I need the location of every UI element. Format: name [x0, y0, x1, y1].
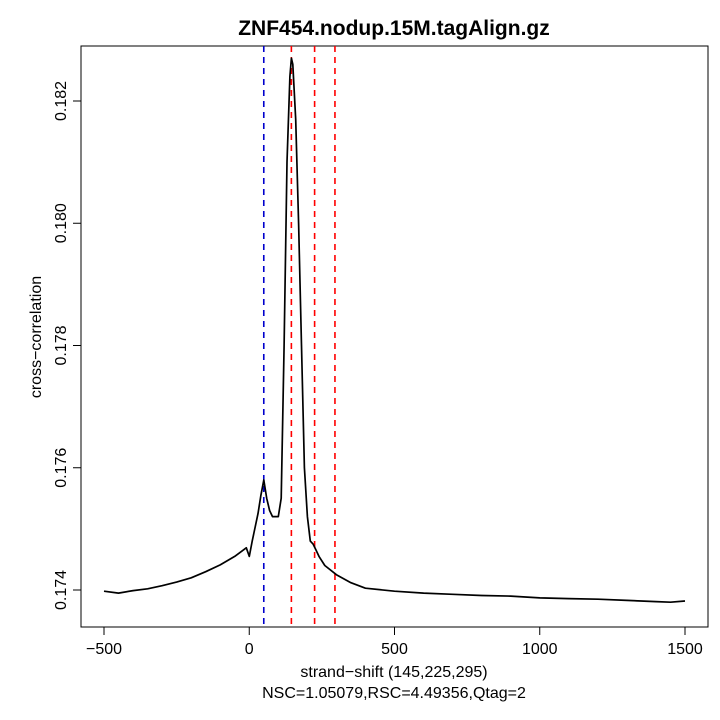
x-tick-label: 1500: [667, 641, 703, 658]
series-line-0: [103, 57, 686, 604]
y-tick-label: 0.182: [53, 81, 70, 121]
x-tick-label: 0: [245, 641, 254, 658]
y-tick-label: 0.180: [53, 203, 70, 243]
y-tick-label: 0.178: [53, 325, 70, 365]
series-group: [103, 57, 686, 604]
y-tick-label: 0.176: [53, 448, 70, 488]
x-tick-label: 500: [381, 641, 408, 658]
chart-subtitle: NSC=1.05079,RSC=4.49356,Qtag=2: [262, 685, 526, 702]
plot-frame: [80, 45, 709, 628]
reference-lines: [262, 46, 336, 627]
y-axis-label: cross−correlation: [28, 276, 45, 398]
chart-title: ZNF454.nodup.15M.tagAlign.gz: [238, 17, 550, 40]
x-axis-label: strand−shift (145,225,295): [300, 664, 487, 681]
x-tick-label: 1000: [522, 641, 558, 658]
x-axis: −500 0 500 1000 1500: [86, 627, 703, 658]
y-axis: 0.174 0.176 0.178 0.180 0.182: [53, 81, 81, 610]
x-tick-label: −500: [86, 641, 122, 658]
y-tick-label: 0.174: [53, 570, 70, 610]
